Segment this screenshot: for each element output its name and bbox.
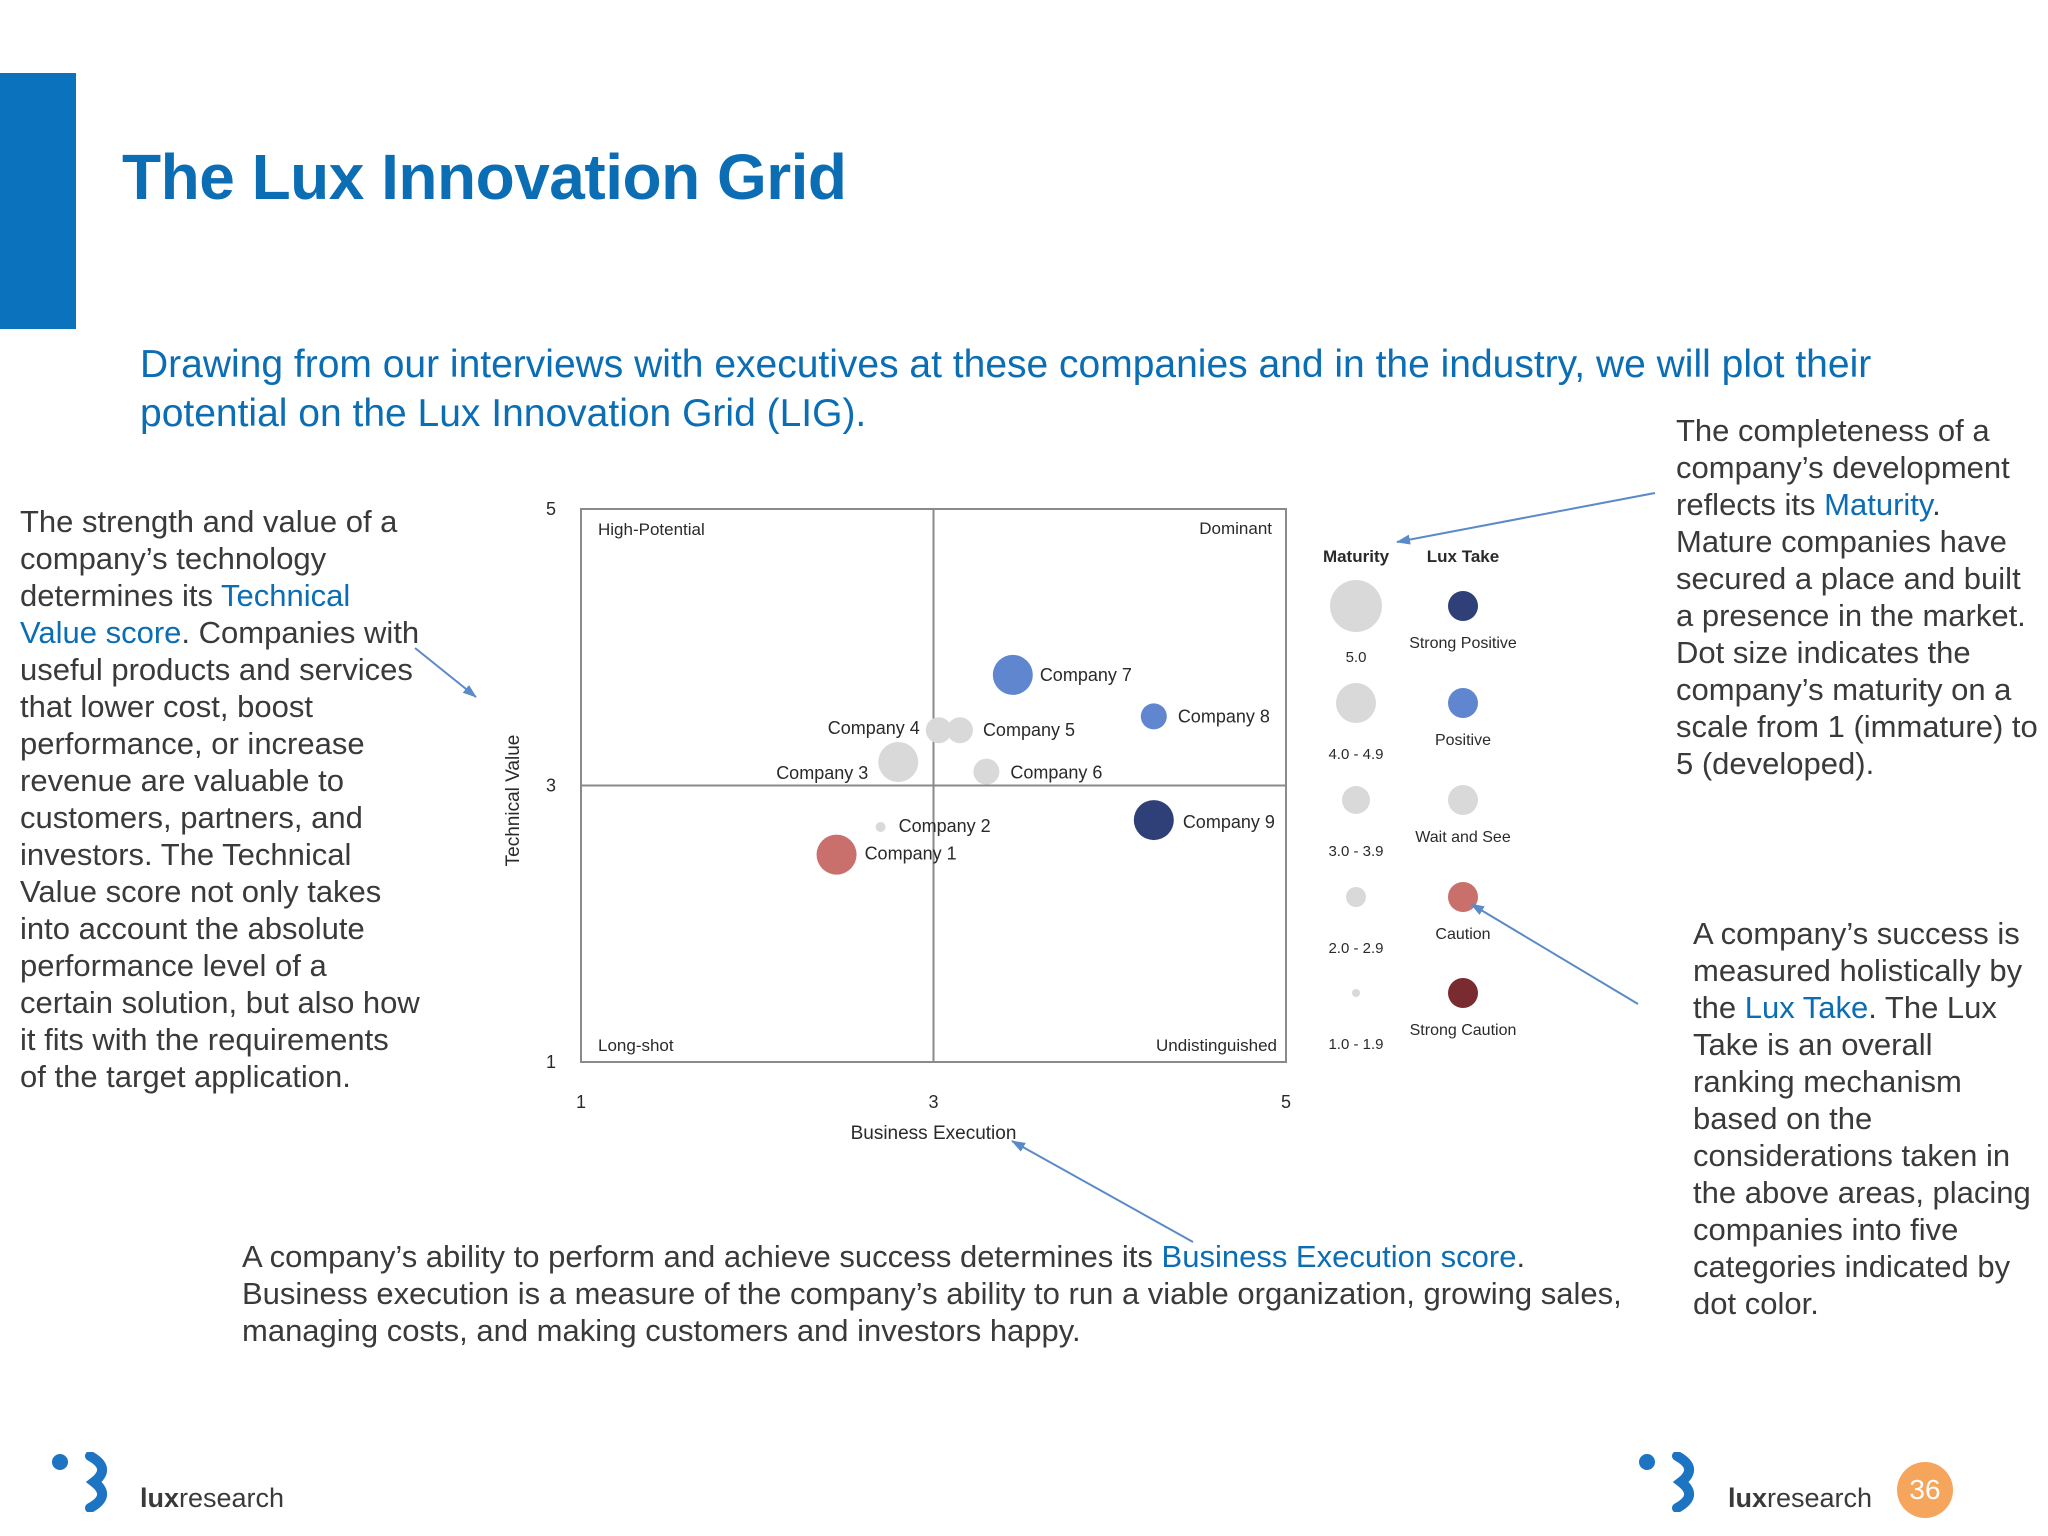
lux-logo-icon: [1637, 1451, 1717, 1517]
text-segment: . Companies with useful products and ser…: [20, 615, 420, 1094]
business-execution-arrow: [1011, 1140, 1194, 1243]
data-point-label: Company 2: [899, 816, 991, 836]
x-tick-label: 3: [928, 1092, 938, 1112]
business-execution-description: A company’s ability to perform and achie…: [242, 1238, 1622, 1349]
legend-lux-take-label: Caution: [1435, 926, 1490, 943]
legend-lux-take-label: Strong Positive: [1409, 635, 1517, 652]
data-point-label: Company 9: [1183, 812, 1275, 832]
data-point: Company 9: [1133, 800, 1275, 841]
data-point: Company 3: [776, 741, 919, 783]
legend-lux-take-dot: [1448, 978, 1478, 1008]
data-point-marker: [946, 717, 973, 744]
text-segment: A company’s ability to perform and achie…: [242, 1239, 1162, 1274]
legend-maturity-title: Maturity: [1323, 547, 1390, 566]
maturity-description: The completeness of a company’s developm…: [1676, 412, 2041, 782]
technical-value-arrow: [414, 647, 477, 698]
maturity-arrow: [1396, 492, 1656, 545]
x-tick-label: 1: [576, 1092, 586, 1112]
data-point-marker: [1140, 703, 1167, 730]
text-segment: . The Lux Take is an overall ranking mec…: [1693, 990, 2031, 1321]
legend-maturity-dot: [1346, 887, 1366, 907]
accent-bar: [0, 73, 76, 329]
data-point: Company 2: [875, 816, 991, 836]
data-point-label: Company 5: [983, 720, 1075, 740]
legend-maturity-label: 1.0 - 1.9: [1328, 1036, 1383, 1053]
data-point-label: Company 3: [776, 763, 868, 783]
maturity-term: Maturity: [1824, 487, 1933, 522]
legend-maturity-dot: [1330, 580, 1382, 632]
legend-lux-take-label: Wait and See: [1415, 829, 1511, 846]
page-number-badge: 36: [1897, 1462, 1953, 1518]
data-point-label: Company 7: [1040, 665, 1132, 685]
lux-take-term: Lux Take: [1744, 990, 1869, 1025]
business-execution-term: Business Execution score: [1161, 1239, 1517, 1274]
data-point-marker: [1133, 800, 1174, 841]
data-point-label: Company 4: [828, 718, 920, 738]
text-segment: . Business execution is a measure of the…: [242, 1239, 1622, 1348]
quadrant-label-high-potential: High-Potential: [598, 520, 705, 539]
legend-maturity-label: 5.0: [1346, 649, 1367, 666]
lux-take-description: A company’s success is measured holistic…: [1693, 915, 2038, 1322]
data-point-label: Company 1: [865, 844, 957, 864]
legend-lux-take-title: Lux Take: [1427, 547, 1499, 566]
logo-bold: lux: [1728, 1483, 1768, 1513]
data-point: Company 7: [992, 654, 1132, 695]
data-point-label: Company 8: [1178, 706, 1270, 726]
logo-bold: lux: [140, 1483, 180, 1513]
quadrant-label-dominant: Dominant: [1199, 519, 1272, 538]
legend-lux-take-dot: [1448, 591, 1478, 621]
text-segment: A company’s success is measured holistic…: [1693, 916, 2023, 1025]
quadrant-label-undistinguished: Undistinguished: [1156, 1036, 1277, 1055]
legend-lux-take-dot: [1448, 882, 1478, 912]
legend-maturity-label: 2.0 - 2.9: [1328, 940, 1383, 957]
text-segment: . Mature companies have secured a place …: [1676, 487, 2038, 781]
quadrant-label-long-shot: Long-shot: [598, 1036, 674, 1055]
y-axis-label: Technical Value: [503, 735, 524, 867]
plot-frame: [580, 508, 1287, 1063]
legend-maturity-label: 3.0 - 3.9: [1328, 843, 1383, 860]
legend-lux-take-dot: [1448, 688, 1478, 718]
data-point-marker: [992, 654, 1033, 695]
page-title: The Lux Innovation Grid: [122, 141, 847, 213]
legend-lux-take-dot: [1448, 785, 1478, 815]
legend-maturity-dot: [1336, 683, 1376, 723]
data-point-marker: [875, 821, 886, 832]
text-segment: The strength and value of a company’s te…: [20, 504, 398, 613]
intro-text: Drawing from our interviews with executi…: [140, 343, 1872, 435]
lux-take-arrow: [1470, 903, 1639, 1005]
data-point-marker: [816, 834, 857, 875]
data-point: Company 4: [828, 717, 952, 744]
logo-rest: research: [179, 1483, 285, 1513]
data-point: Company 1: [816, 834, 957, 875]
x-tick-label: 5: [1281, 1092, 1291, 1112]
y-tick-label: 3: [546, 776, 556, 796]
x-axis-label: Business Execution: [851, 1123, 1017, 1144]
legend-maturity-dot: [1352, 989, 1360, 997]
callout-arrows: [414, 492, 1656, 1243]
legend-lux-take-label: Strong Caution: [1410, 1022, 1517, 1039]
data-point: Company 5: [946, 717, 1075, 744]
y-tick-label: 5: [546, 499, 556, 519]
legend-lux-take-label: Positive: [1435, 732, 1491, 749]
data-point: Company 8: [1140, 703, 1270, 730]
technical-value-term: Technical Value score: [20, 578, 351, 650]
logo-text-left: luxresearch: [140, 1483, 284, 1514]
logo-rest: research: [1767, 1483, 1873, 1513]
technical-value-description: The strength and value of a company’s te…: [20, 503, 420, 1095]
logo-text-right: luxresearch: [1728, 1483, 1872, 1514]
data-point-marker: [925, 717, 952, 744]
data-point-label: Company 6: [1010, 763, 1102, 783]
data-point-marker: [878, 741, 919, 782]
lux-logo-icon: [50, 1451, 130, 1517]
text-segment: The completeness of a company’s developm…: [1676, 413, 2010, 522]
data-point-marker: [973, 758, 1000, 785]
data-point: Company 6: [973, 758, 1102, 785]
legend-maturity-dot: [1342, 786, 1370, 814]
y-tick-label: 1: [546, 1052, 556, 1072]
legend-maturity-label: 4.0 - 4.9: [1328, 746, 1383, 763]
